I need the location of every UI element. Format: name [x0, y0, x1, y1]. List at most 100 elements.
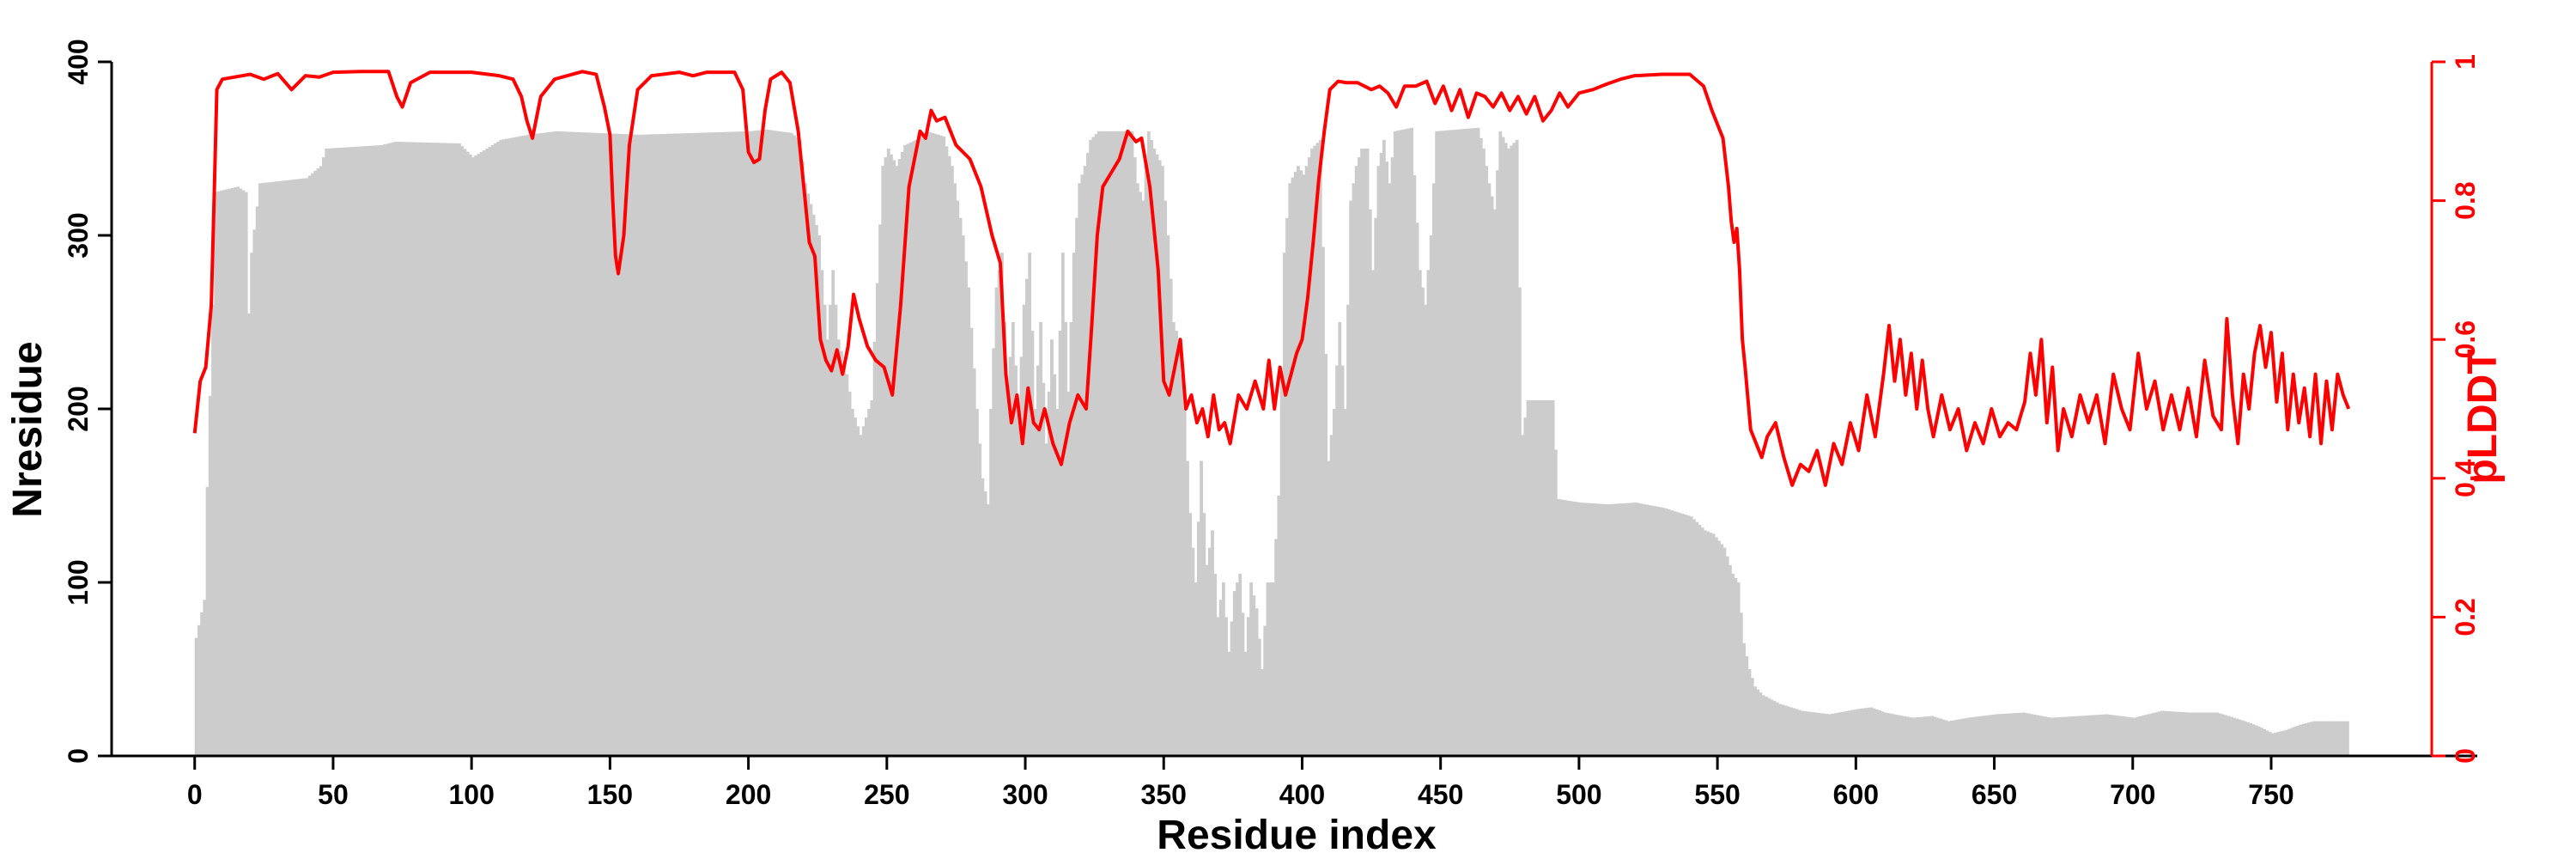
nresidue-bar: [884, 157, 888, 757]
nresidue-bar: [764, 129, 769, 756]
nresidue-bar: [1756, 689, 1760, 756]
nresidue-bar: [2215, 712, 2220, 756]
nresidue-bar: [1789, 707, 1793, 756]
nresidue-bar: [1399, 130, 1403, 756]
nresidue-bar: [1083, 166, 1087, 756]
nresidue-bar: [875, 283, 879, 756]
nresidue-bar: [1692, 519, 1696, 756]
nresidue-bar: [1272, 582, 1275, 756]
nresidue-bar: [643, 134, 647, 756]
nresidue-bar: [1415, 222, 1419, 756]
nresidue-bar: [693, 132, 696, 756]
nresidue-bar: [1628, 503, 1632, 756]
nresidue-bar: [529, 134, 533, 756]
nresidue-bar: [1540, 399, 1544, 756]
nresidue-bar: [1440, 131, 1444, 756]
nresidue-bar: [447, 143, 450, 757]
nresidue-bar: [1202, 513, 1206, 756]
nresidue-bar: [1847, 710, 1851, 756]
nresidue-bar: [1282, 253, 1286, 756]
y-axis-title-right: pLDDT: [2460, 349, 2506, 484]
nresidue-bar: [1357, 157, 1361, 757]
nresidue-bar: [2196, 712, 2200, 756]
nresidue-bar: [1510, 145, 1514, 756]
nresidue-bar: [2146, 714, 2150, 756]
nresidue-bar: [2304, 723, 2308, 756]
nresidue-bar: [2032, 714, 2037, 756]
nresidue-bar: [743, 131, 746, 756]
nresidue-bar: [562, 131, 567, 756]
nresidue-bar: [2235, 718, 2239, 756]
nresidue-bar: [2113, 715, 2117, 756]
nresidue-bar: [1996, 714, 2001, 756]
nresidue-bar: [1127, 131, 1132, 757]
nresidue-bar: [1582, 503, 1585, 756]
nresidue-bar: [1714, 537, 1718, 756]
nresidue-bar: [1546, 399, 1550, 756]
nresidue-bar: [1607, 504, 1610, 756]
nresidue-bar: [297, 179, 301, 756]
nresidue-bar: [637, 134, 641, 757]
nresidue-bar: [2326, 721, 2330, 756]
nresidue-bar: [621, 134, 625, 756]
nresidue-bar: [701, 132, 705, 756]
nresidue-bar: [2299, 724, 2303, 756]
nresidue-bar: [363, 146, 368, 757]
nresidue-bar: [964, 261, 968, 756]
nresidue-bar: [1047, 391, 1051, 756]
nresidue-bar: [272, 181, 276, 756]
nresidue-bar: [848, 391, 852, 756]
nresidue-bar: [1853, 710, 1856, 756]
nresidue-bar: [2035, 715, 2039, 756]
nresidue-bar: [1814, 712, 1818, 756]
y-tick-label-right: 0.6: [2450, 320, 2481, 358]
nresidue-bar: [1825, 714, 1829, 756]
nresidue-bar: [1396, 131, 1400, 756]
nresidue-bar: [1515, 139, 1519, 756]
nresidue-bar: [1587, 503, 1591, 756]
nresidue-bar: [2132, 717, 2136, 756]
nresidue-bar: [449, 143, 453, 756]
nresidue-bar: [275, 181, 279, 756]
nresidue-bar: [911, 141, 915, 756]
nresidue-bar: [1808, 711, 1813, 756]
nresidue-bar: [535, 133, 539, 756]
nresidue-bar: [854, 417, 857, 756]
nresidue-bar: [1983, 716, 1987, 756]
nresidue-bar: [1121, 131, 1126, 757]
nresidue-bar: [1146, 131, 1151, 757]
nresidue-bar: [1075, 217, 1078, 757]
nresidue-bar: [2124, 716, 2128, 756]
nresidue-bar: [1349, 200, 1353, 757]
nresidue-bar: [1817, 712, 1821, 756]
nresidue-bar: [1521, 435, 1525, 756]
nresidue-bar: [1553, 449, 1558, 756]
nresidue-bar: [759, 130, 763, 756]
nresidue-bar: [477, 154, 481, 756]
nresidue-bar: [2077, 716, 2081, 756]
nresidue-bar: [2000, 714, 2003, 756]
nresidue-bar: [1152, 149, 1157, 756]
nresidue-bar: [433, 143, 436, 756]
nresidue-bar: [1232, 591, 1236, 756]
nresidue-bar: [1695, 521, 1699, 756]
nresidue-bar: [1119, 131, 1123, 757]
nresidue-bar: [504, 138, 508, 756]
nresidue-bar: [1960, 718, 1965, 756]
nresidue-bar: [1279, 374, 1284, 756]
nresidue-bar: [897, 159, 902, 756]
nresidue-bar: [1750, 678, 1754, 756]
y-tick-label-right: 1: [2450, 54, 2481, 70]
nresidue-bar: [468, 154, 472, 756]
nresidue-bar: [720, 131, 725, 756]
nresidue-bar: [197, 624, 201, 756]
nresidue-bar: [427, 142, 431, 757]
nresidue-bar: [1919, 716, 1923, 756]
nresidue-bar: [1449, 130, 1453, 756]
nresidue-bar: [1091, 137, 1096, 756]
nresidue-bar: [2014, 713, 2017, 756]
nresidue-bar: [1523, 417, 1528, 756]
nresidue-bar: [2152, 712, 2156, 756]
nresidue-bar: [361, 146, 365, 756]
nresidue-bar: [526, 134, 531, 757]
